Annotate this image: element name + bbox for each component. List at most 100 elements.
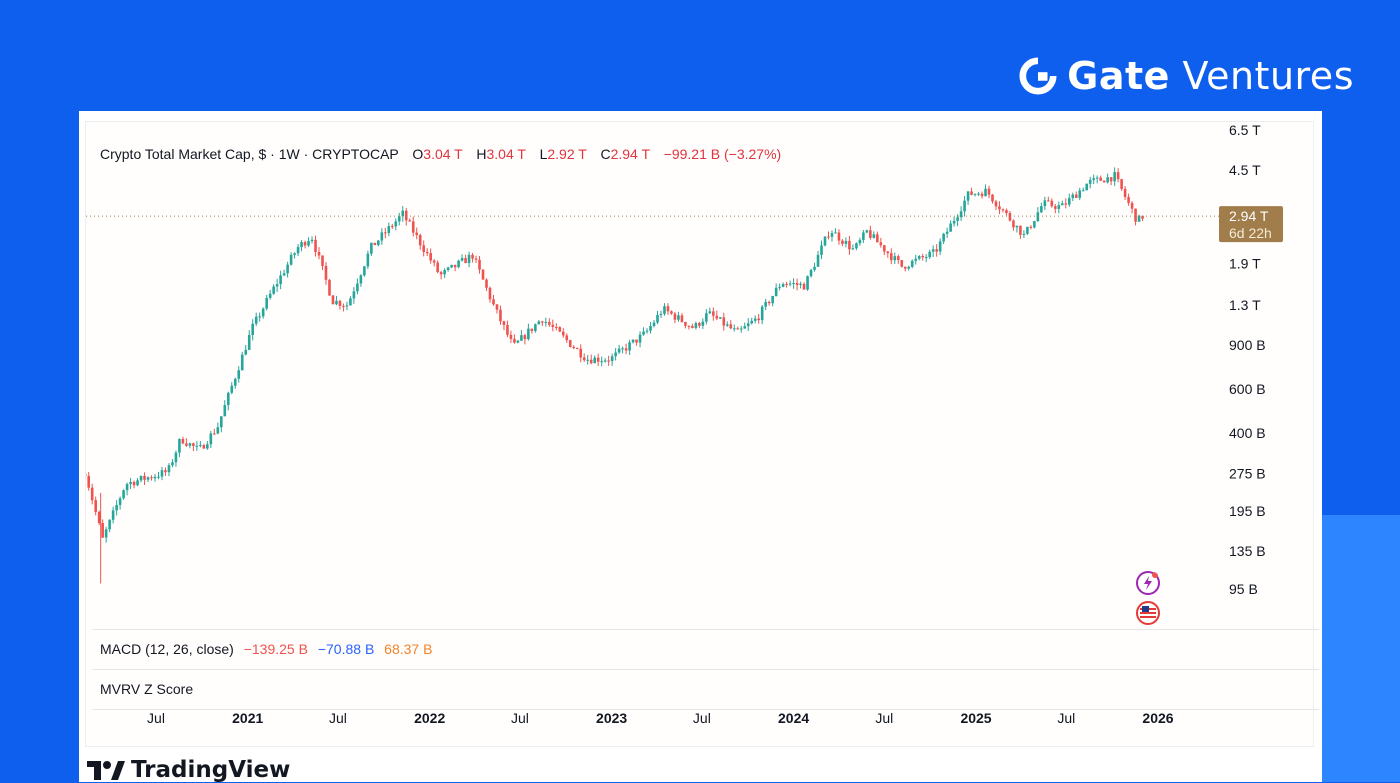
candle-body — [520, 335, 523, 341]
candle-body — [1106, 177, 1109, 183]
candle-body — [408, 220, 412, 222]
candle-body — [1057, 205, 1061, 209]
candle-body — [411, 221, 415, 233]
candle-body — [282, 273, 286, 276]
candle-body — [132, 481, 136, 486]
candle-body — [118, 498, 122, 505]
candle-body — [202, 445, 206, 449]
macd-value-2: −70.88 B — [317, 641, 375, 657]
candle-body — [404, 210, 408, 221]
candle-body — [422, 245, 425, 252]
candle-body — [645, 330, 649, 332]
candle-body — [729, 324, 733, 329]
high-value: 3.04 T — [486, 146, 526, 162]
candle-body — [164, 470, 167, 473]
candle-body — [111, 510, 115, 520]
candle-body — [795, 282, 799, 285]
brand-suffix: Ventures — [1182, 54, 1354, 98]
candle-body — [359, 275, 363, 284]
candle-body — [855, 243, 858, 249]
price-chart[interactable]: 6.5 T 4.5 T 1.9 T 1.3 T 900 B 600 B 400 B 275 B… — [86, 122, 1313, 746]
candle-body — [495, 304, 499, 310]
mvrv-label: MVRV Z Score — [100, 681, 194, 697]
candle-body — [806, 276, 809, 290]
chart-area[interactable]: 6.5 T 4.5 T 1.9 T 1.3 T 900 B 600 B 400 B 275 B… — [85, 121, 1319, 747]
candle-body — [1022, 233, 1026, 235]
candle-body — [624, 348, 628, 351]
candle-body — [254, 316, 258, 324]
candle-body — [143, 475, 146, 480]
mvrv-pane[interactable]: MVRV Z Score — [92, 669, 1319, 710]
candle-body — [886, 251, 890, 254]
y-tick-label: 135 B — [1229, 543, 1266, 559]
candle-body — [907, 266, 911, 269]
candle-body — [750, 320, 754, 324]
candle-body — [94, 500, 97, 512]
candle-body — [1141, 215, 1144, 219]
candle-body — [1019, 225, 1022, 235]
candle-body — [579, 348, 583, 358]
candle-body — [289, 254, 293, 265]
symbol-title[interactable]: Crypto Total Market Cap, $ · 1W · CRYPTO… — [100, 146, 399, 162]
candle-body — [293, 253, 296, 255]
x-tick-label: Jul — [511, 710, 529, 726]
candle-body — [502, 321, 506, 325]
candle-body — [977, 193, 980, 195]
candle-body — [970, 191, 973, 195]
candle-body — [837, 232, 841, 241]
candle-body — [1026, 226, 1029, 234]
candle-body — [415, 232, 419, 235]
candle-body — [635, 339, 638, 343]
candle-body — [949, 223, 952, 232]
candle-body — [363, 266, 366, 276]
candle-body — [757, 318, 760, 321]
candle-body — [698, 323, 701, 326]
candle-body — [684, 322, 687, 326]
open-label: O — [412, 146, 424, 162]
candle-body — [384, 232, 387, 234]
candle-body — [921, 256, 925, 258]
candle-body — [192, 443, 195, 447]
macd-pane[interactable]: MACD (12, 26, close) −139.25 B −70.88 B … — [92, 629, 1319, 670]
candle-body — [377, 240, 380, 246]
low-value: 2.92 T — [547, 146, 587, 162]
candle-body — [746, 323, 750, 327]
candle-body — [959, 211, 963, 218]
candle-body — [1120, 179, 1123, 189]
x-tick-label: 2025 — [960, 710, 991, 726]
candle-body — [638, 334, 642, 343]
candle-body — [129, 481, 132, 485]
candle-body — [945, 231, 949, 234]
candle-body — [1109, 177, 1113, 182]
candle-body — [917, 256, 921, 259]
time-axis[interactable] — [92, 709, 1319, 747]
candle-body — [314, 239, 317, 253]
candle-body — [181, 438, 185, 444]
x-tick-label: Jul — [1057, 710, 1075, 726]
candle-body — [1137, 215, 1141, 222]
candle-body — [178, 438, 181, 453]
candle-body — [1033, 221, 1036, 228]
candle-body — [199, 445, 202, 447]
candle-body — [244, 349, 248, 355]
candle-body — [603, 360, 607, 362]
candle-body — [328, 279, 331, 296]
candle-body — [1074, 194, 1078, 198]
change-value: −99.21 B (−3.27%) — [663, 146, 782, 162]
candle-body — [474, 258, 478, 260]
candle-body — [104, 529, 108, 538]
us-flag-icon[interactable] — [1135, 600, 1161, 626]
candle-body — [153, 476, 157, 479]
candle-body — [321, 255, 324, 266]
candle-body — [701, 321, 705, 326]
candle-body — [1123, 188, 1127, 198]
candle-body — [582, 357, 586, 361]
candle-body — [429, 253, 432, 261]
lightning-icon[interactable] — [1135, 570, 1161, 596]
tradingview-branding[interactable]: TradingView — [87, 757, 290, 783]
candle-body — [439, 272, 443, 275]
candle-body — [942, 233, 945, 242]
candle-body — [1015, 225, 1019, 228]
candle-body — [338, 300, 342, 306]
candle-body — [206, 444, 209, 449]
